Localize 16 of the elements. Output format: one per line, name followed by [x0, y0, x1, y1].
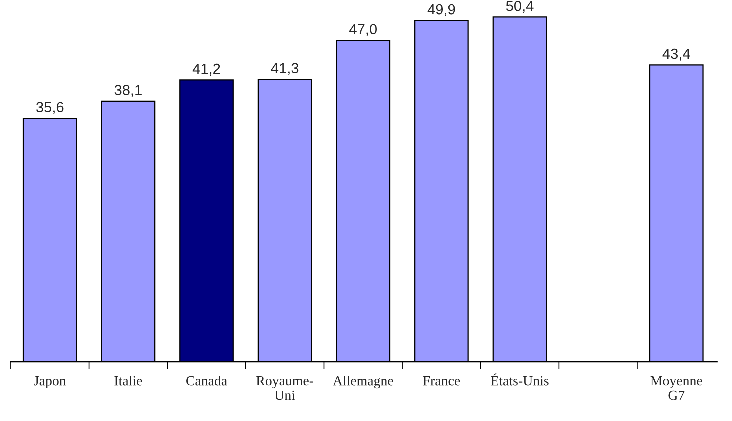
x-tick-label: Moyenne G7	[650, 376, 702, 400]
x-tick-label: Italie	[114, 376, 142, 386]
x-tick-label: Canada	[186, 376, 228, 386]
data-label: 50,4	[506, 0, 534, 13]
x-tick-label: Japon	[34, 376, 66, 389]
x-tick-label: États-Unis	[491, 374, 549, 386]
data-label: 49,9	[428, 4, 456, 16]
data-label: 35,6	[36, 102, 64, 114]
data-label: 41,2	[192, 64, 220, 76]
data-label: 38,1	[114, 85, 142, 98]
data-label: 41,3	[271, 63, 299, 76]
x-tick-label: France	[423, 376, 460, 386]
x-tick-label: Allemagne	[333, 376, 394, 389]
data-label: 43,4	[662, 48, 690, 61]
data-label: 47,0	[350, 24, 378, 36]
x-tick-label: Royaume- Uni	[256, 376, 314, 400]
